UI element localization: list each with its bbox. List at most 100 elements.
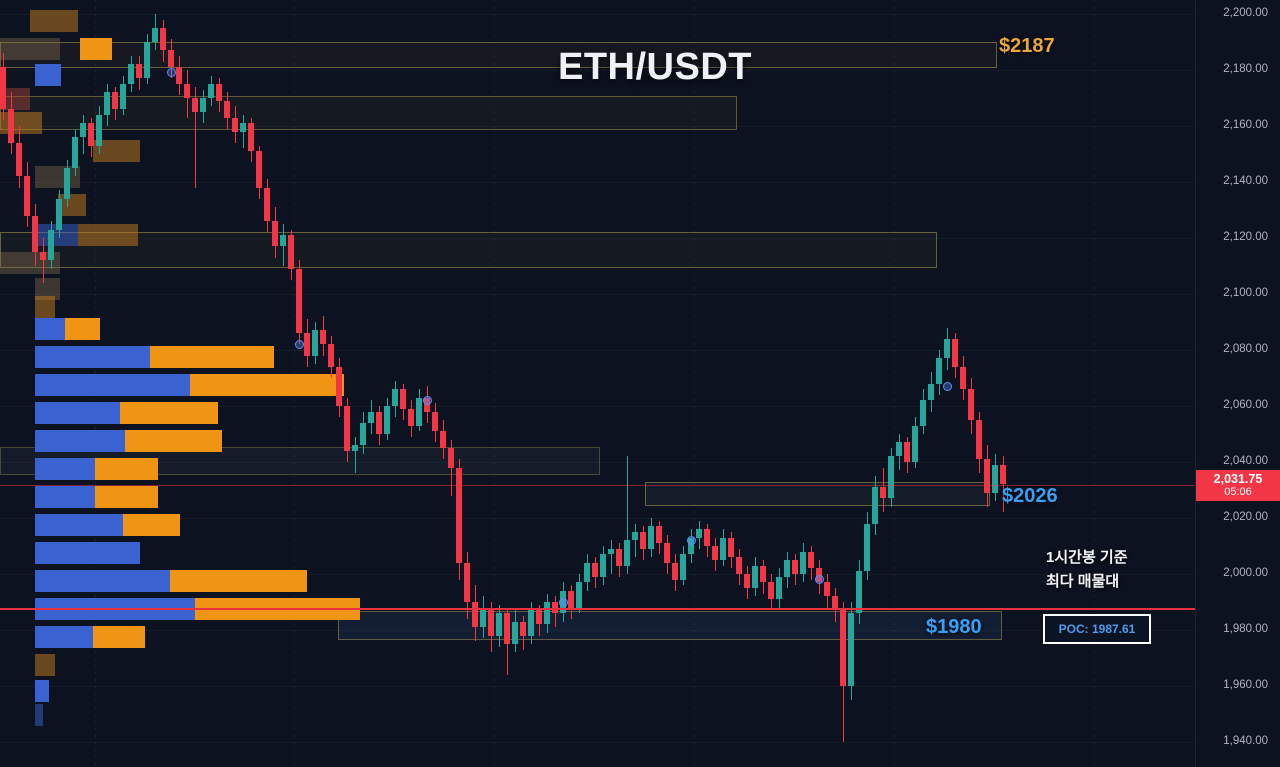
candle-body — [856, 571, 862, 614]
candle-body — [688, 537, 694, 555]
candle-wick — [195, 86, 196, 188]
chart-canvas[interactable]: ETH/USDT 1시간봉 기준 최다 매물대 POC: 1987.61 $21… — [0, 0, 1195, 767]
candle-body — [96, 114, 102, 146]
anchor-marker[interactable] — [687, 535, 696, 545]
candle-wick — [243, 114, 244, 149]
supply-demand-zone — [0, 96, 737, 130]
candle-body — [80, 123, 86, 138]
h-gridline — [0, 517, 1195, 519]
annotation-note: 1시간봉 기준 최다 매물대 — [1046, 546, 1128, 594]
volume-profile-bar — [65, 318, 100, 340]
candle-body — [752, 565, 758, 588]
axis-tick-label: 2,180.00 — [1223, 63, 1268, 75]
candle-body — [912, 425, 918, 462]
candle-body — [936, 358, 942, 384]
anchor-marker[interactable] — [559, 597, 568, 607]
candle-body — [312, 330, 318, 356]
candle-body — [536, 610, 542, 625]
candle-body — [456, 467, 462, 563]
price-axis[interactable]: 2,031.75 05:06 2,200.00 2,180.00 2,160.00 2… — [1195, 0, 1280, 767]
candle-wick — [627, 456, 628, 574]
candle-body — [352, 445, 358, 451]
volume-profile-bar — [120, 402, 218, 424]
anchor-marker[interactable] — [295, 339, 304, 349]
h-gridline — [0, 741, 1195, 743]
anchor-marker[interactable] — [167, 68, 176, 78]
axis-tick-label: 2,200.00 — [1223, 7, 1268, 19]
candle-body — [584, 562, 590, 583]
candle-body — [624, 540, 630, 566]
candle-body — [512, 621, 518, 644]
candle-body — [840, 610, 846, 686]
candle-body — [928, 383, 934, 401]
candle-body — [136, 64, 142, 79]
supply-demand-zone — [338, 611, 1002, 640]
volume-profile-bar — [150, 346, 274, 368]
candle-body — [744, 574, 750, 588]
candle-body — [448, 448, 454, 468]
candle-body — [528, 610, 534, 636]
candle-body — [400, 389, 406, 409]
candle-body — [104, 92, 110, 115]
candle-body — [160, 28, 166, 51]
candle-body — [192, 98, 198, 112]
current-price-value: 2,031.75 — [1213, 472, 1263, 487]
candle-body — [672, 562, 678, 580]
candle-body — [984, 459, 990, 493]
candle-body — [504, 613, 510, 644]
candle-body — [48, 229, 54, 261]
candle-body — [792, 560, 798, 574]
candle-body — [224, 100, 230, 118]
h-gridline — [0, 685, 1195, 687]
candle-body — [880, 487, 886, 499]
v-gridline — [694, 0, 695, 767]
volume-profile-bar — [93, 140, 140, 162]
volume-profile-bar — [35, 514, 123, 536]
candle-body — [304, 333, 310, 356]
candle-body — [232, 117, 238, 132]
candle-body — [632, 532, 638, 541]
candle-body — [336, 366, 342, 406]
anchor-marker[interactable] — [815, 575, 824, 585]
candle-body — [288, 235, 294, 269]
candle-body — [32, 215, 38, 252]
candle-body — [616, 548, 622, 566]
poc-line — [0, 607, 1195, 610]
candle-body — [8, 109, 14, 143]
anchor-marker[interactable] — [943, 381, 952, 391]
candle-body — [480, 607, 486, 628]
anchor-marker[interactable] — [423, 395, 432, 405]
volume-profile-bar — [35, 654, 55, 676]
candle-body — [488, 607, 494, 636]
h-gridline — [0, 181, 1195, 183]
candle-body — [360, 422, 366, 446]
candle-body — [16, 142, 22, 177]
annotation-line-1: 1시간봉 기준 — [1046, 549, 1128, 566]
candle-body — [576, 582, 582, 608]
candle-body — [280, 235, 286, 247]
current-price-tag: 2,031.75 05:06 — [1196, 470, 1280, 502]
candle-body — [264, 187, 270, 222]
volume-profile-bar — [35, 570, 170, 592]
h-gridline — [0, 461, 1195, 463]
h-gridline — [0, 293, 1195, 295]
candle-body — [240, 123, 246, 132]
v-gridline — [1094, 0, 1095, 767]
candle-body — [952, 338, 958, 367]
candle-body — [176, 67, 182, 84]
candle-body — [88, 123, 94, 146]
candle-body — [600, 554, 606, 577]
chart-title: ETH/USDT — [558, 46, 752, 88]
candle-body — [296, 268, 302, 334]
volume-profile-bar — [35, 486, 95, 508]
volume-profile-bar — [35, 296, 55, 318]
axis-tick-label: 1,940.00 — [1223, 735, 1268, 747]
volume-profile-bar — [30, 10, 78, 32]
candle-body — [0, 67, 6, 110]
candle-body — [184, 84, 190, 98]
candle-wick — [611, 540, 612, 574]
candle-body — [168, 50, 174, 68]
v-gridline — [494, 0, 495, 767]
candle-body — [680, 554, 686, 580]
candle-body — [1000, 464, 1006, 485]
